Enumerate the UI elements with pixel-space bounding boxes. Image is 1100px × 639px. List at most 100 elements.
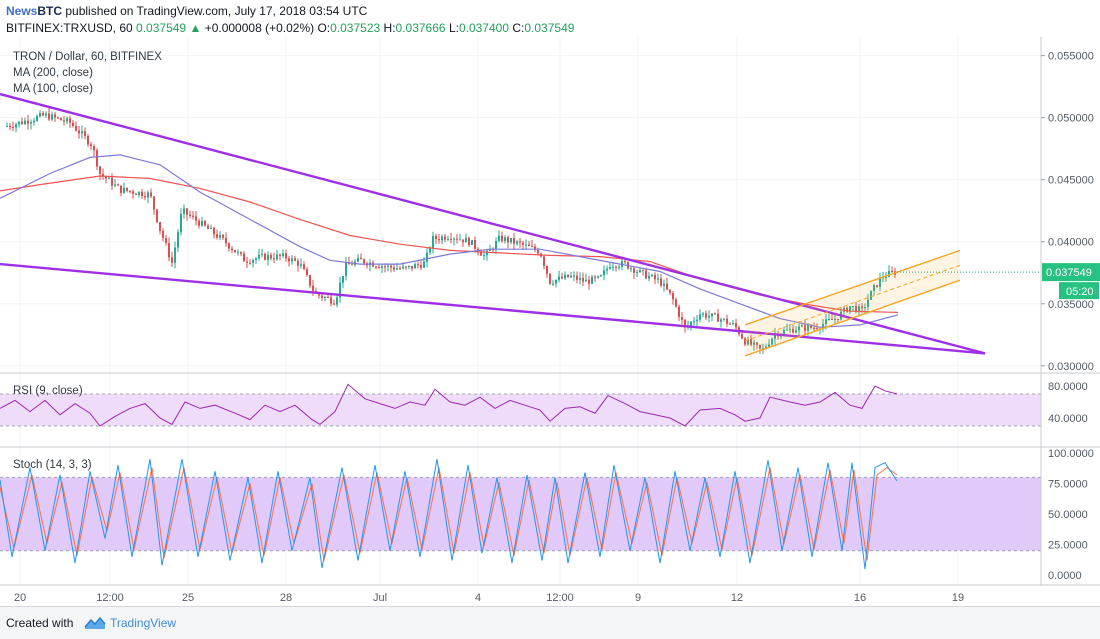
candle-body bbox=[258, 254, 260, 259]
x-tick-label: 19 bbox=[952, 592, 964, 604]
candle-body bbox=[549, 273, 551, 284]
candle-body bbox=[207, 225, 209, 229]
candle-body bbox=[564, 274, 566, 279]
tradingview-link[interactable]: TradingView bbox=[110, 616, 177, 630]
last-price: 0.037549 bbox=[136, 21, 187, 35]
candle-body bbox=[648, 276, 650, 279]
legend-ma200: MA (200, close) bbox=[13, 67, 93, 79]
candle-body bbox=[576, 275, 578, 280]
candle-body bbox=[114, 184, 116, 186]
candle-body bbox=[702, 313, 704, 315]
candle-body bbox=[399, 268, 401, 270]
stoch-y-tick-label: 50.0000 bbox=[1048, 509, 1088, 521]
candle-body bbox=[666, 283, 668, 290]
candle-body bbox=[48, 113, 50, 120]
candle-body bbox=[306, 269, 308, 276]
candle-body bbox=[624, 261, 626, 263]
candle-body bbox=[588, 279, 590, 284]
candle-body bbox=[123, 187, 125, 193]
low-label: L: bbox=[448, 21, 459, 35]
candle-body bbox=[120, 185, 122, 193]
candle-body bbox=[285, 253, 287, 259]
candle-body bbox=[855, 306, 857, 313]
candle-body bbox=[135, 193, 137, 195]
tradingview-logo-icon[interactable] bbox=[84, 615, 106, 631]
candle-body bbox=[264, 253, 266, 260]
candle-body bbox=[669, 289, 671, 293]
candle-body bbox=[273, 258, 275, 260]
candle-body bbox=[453, 238, 455, 240]
candle-body bbox=[531, 246, 533, 248]
candle-body bbox=[696, 319, 698, 322]
candle-body bbox=[102, 173, 104, 177]
candle-body bbox=[675, 299, 677, 307]
candle-body bbox=[768, 344, 770, 347]
candle-body bbox=[630, 268, 632, 270]
candle-body bbox=[303, 264, 305, 270]
candle-body bbox=[846, 307, 848, 312]
stoch-y-tick-label: 100.0000 bbox=[1048, 448, 1094, 460]
footer: Created with TradingView bbox=[0, 606, 1100, 639]
candle-body bbox=[480, 252, 482, 256]
y-tick-label: 0.030000 bbox=[1048, 361, 1094, 373]
channel-lower bbox=[744, 279, 961, 357]
rsi-title: RSI (9, close) bbox=[13, 385, 83, 397]
candle-body bbox=[249, 262, 251, 264]
high-value: 0.037666 bbox=[395, 21, 446, 35]
candle-body bbox=[156, 209, 158, 222]
candle-body bbox=[117, 184, 119, 186]
candle-body bbox=[612, 266, 614, 268]
candle-body bbox=[879, 277, 881, 287]
candle-body bbox=[660, 278, 662, 286]
candle-body bbox=[786, 329, 788, 331]
rsi-line bbox=[0, 383, 898, 427]
candle-body bbox=[528, 244, 530, 247]
candle-body bbox=[228, 243, 230, 249]
candle-body bbox=[759, 344, 761, 349]
candle-body bbox=[495, 241, 497, 250]
candle-body bbox=[321, 295, 323, 298]
candle-body bbox=[138, 191, 140, 195]
x-tick-label: 28 bbox=[280, 592, 292, 604]
candle-body bbox=[378, 266, 380, 268]
candle-body bbox=[585, 279, 587, 282]
candle-body bbox=[240, 252, 242, 254]
candle-body bbox=[165, 238, 167, 244]
candle-body bbox=[171, 257, 173, 263]
candle-body bbox=[291, 258, 293, 262]
candle-body bbox=[294, 258, 296, 261]
close-value: 0.037549 bbox=[524, 21, 575, 35]
candle-body bbox=[744, 338, 746, 345]
candle-body bbox=[873, 285, 875, 291]
x-tick-label: 12:00 bbox=[546, 592, 574, 604]
candle-body bbox=[177, 232, 179, 248]
candle-body bbox=[579, 277, 581, 280]
candle-body bbox=[867, 299, 869, 308]
candle-body bbox=[486, 250, 488, 256]
y-tick-label: 0.035000 bbox=[1048, 299, 1094, 311]
brand-news: News bbox=[6, 4, 38, 18]
candle-body bbox=[90, 144, 92, 147]
candle-body bbox=[390, 265, 392, 268]
x-tick-label: 16 bbox=[854, 592, 866, 604]
x-tick-label: 9 bbox=[635, 592, 641, 604]
candle-body bbox=[357, 257, 359, 262]
brand-btc: BTC bbox=[37, 4, 63, 18]
candle-body bbox=[711, 313, 713, 317]
chart-area[interactable]: 20 12:00 25 28 Jul 4 12:00 9 12 16 19 0.055000 0.050… bbox=[0, 37, 1100, 606]
candle-body bbox=[729, 323, 731, 325]
candle-body bbox=[462, 239, 464, 243]
candle-body bbox=[471, 239, 473, 245]
candle-body bbox=[360, 257, 362, 260]
candle-body bbox=[282, 253, 284, 256]
candle-body bbox=[804, 325, 806, 331]
candle-body bbox=[822, 324, 824, 329]
candle-body bbox=[42, 113, 44, 116]
candle-body bbox=[663, 283, 665, 286]
candle-body bbox=[774, 333, 776, 339]
up-arrow-icon: ▲ bbox=[189, 21, 202, 35]
candle-body bbox=[216, 234, 218, 238]
candle-body bbox=[678, 306, 680, 317]
candle-body bbox=[24, 120, 26, 124]
candle-body bbox=[381, 266, 383, 268]
